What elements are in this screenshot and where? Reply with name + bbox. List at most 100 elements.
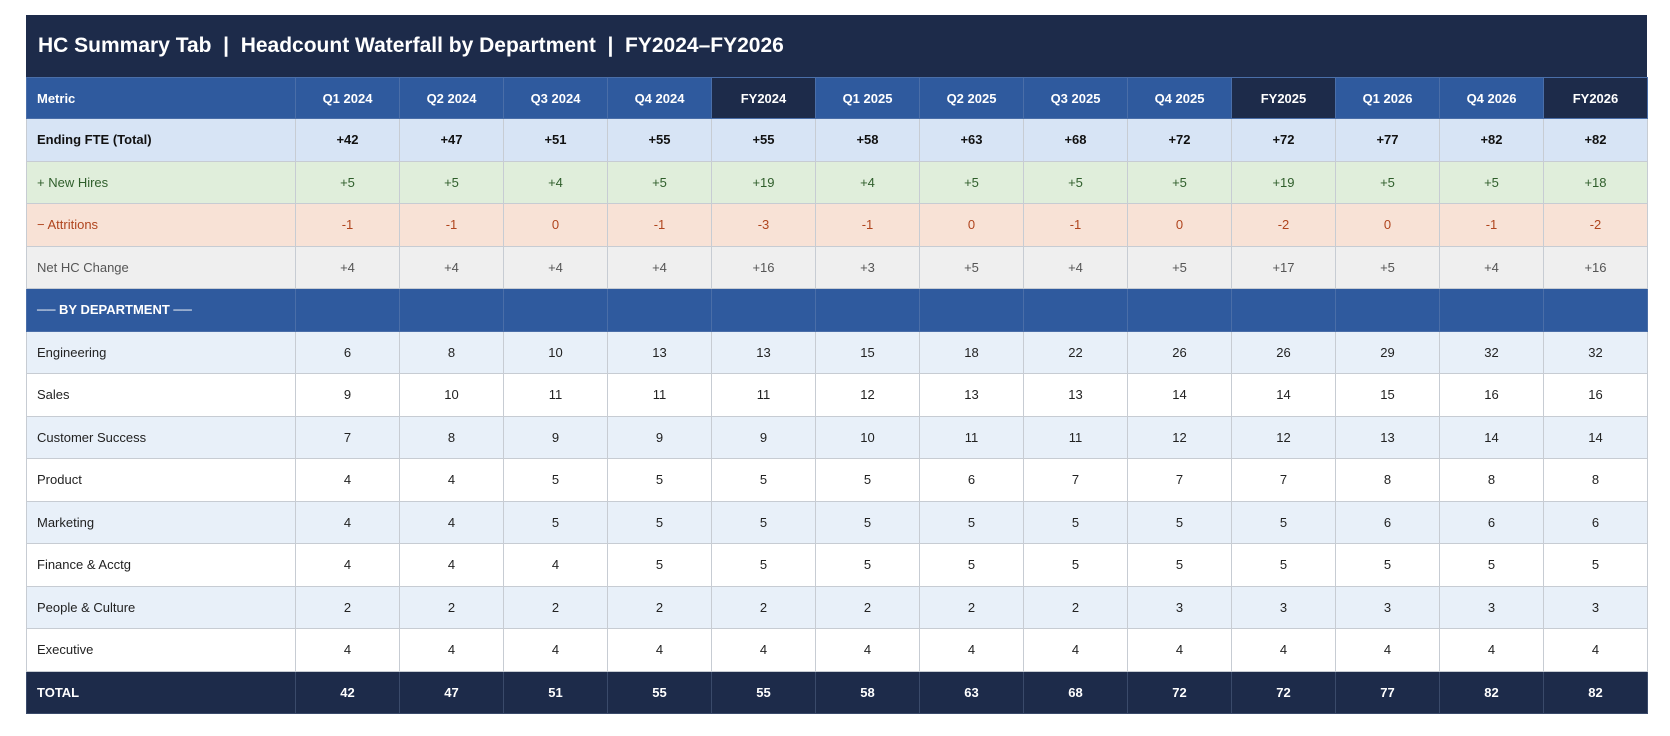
value-cell[interactable]: 4 (503, 628, 608, 672)
value-cell[interactable]: +16 (711, 245, 816, 289)
value-cell[interactable]: 2 (399, 585, 504, 629)
value-cell[interactable]: 14 (1439, 415, 1544, 459)
value-cell[interactable]: 55 (711, 670, 816, 714)
value-cell[interactable]: 0 (503, 203, 608, 247)
period-column-header[interactable]: Q3 2024 (503, 77, 608, 119)
value-cell[interactable]: +42 (295, 118, 400, 162)
value-cell[interactable]: 5 (607, 458, 712, 502)
value-cell[interactable]: 5 (815, 458, 920, 502)
value-cell[interactable]: 12 (815, 373, 920, 417)
value-cell[interactable]: 2 (607, 585, 712, 629)
value-cell[interactable]: 4 (399, 458, 504, 502)
period-column-header[interactable]: FY2024 (711, 77, 816, 119)
value-cell[interactable]: -1 (815, 203, 920, 247)
value-cell[interactable]: 7 (295, 415, 400, 459)
value-cell[interactable]: -1 (607, 203, 712, 247)
value-cell[interactable]: 9 (503, 415, 608, 459)
row-label-cell[interactable]: People & Culture (26, 585, 296, 629)
value-cell[interactable]: +5 (1335, 160, 1440, 204)
value-cell[interactable]: +58 (815, 118, 920, 162)
value-cell[interactable]: +4 (607, 245, 712, 289)
value-cell[interactable]: -1 (1439, 203, 1544, 247)
value-cell[interactable]: 7 (1127, 458, 1232, 502)
value-cell[interactable]: 4 (399, 500, 504, 544)
value-cell[interactable]: 5 (607, 500, 712, 544)
value-cell[interactable]: 32 (1439, 330, 1544, 374)
value-cell[interactable]: 5 (711, 458, 816, 502)
value-cell[interactable]: 4 (815, 628, 920, 672)
value-cell[interactable]: 18 (919, 330, 1024, 374)
value-cell[interactable]: +4 (503, 245, 608, 289)
value-cell[interactable]: 5 (815, 500, 920, 544)
value-cell[interactable]: +72 (1127, 118, 1232, 162)
value-cell[interactable]: +5 (399, 160, 504, 204)
row-label-cell[interactable]: TOTAL (26, 670, 296, 714)
value-cell[interactable]: 3 (1335, 585, 1440, 629)
value-cell[interactable]: 42 (295, 670, 400, 714)
value-cell[interactable]: +5 (295, 160, 400, 204)
value-cell[interactable]: 7 (1231, 458, 1336, 502)
value-cell[interactable]: 6 (1439, 500, 1544, 544)
row-label-cell[interactable]: Net HC Change (26, 245, 296, 289)
value-cell[interactable]: +3 (815, 245, 920, 289)
row-label-cell[interactable]: Ending FTE (Total) (26, 118, 296, 162)
value-cell[interactable]: -2 (1231, 203, 1336, 247)
value-cell[interactable]: 26 (1231, 330, 1336, 374)
value-cell[interactable]: 14 (1543, 415, 1648, 459)
value-cell[interactable]: -2 (1543, 203, 1648, 247)
row-label-cell[interactable]: Customer Success (26, 415, 296, 459)
value-cell[interactable]: 13 (919, 373, 1024, 417)
value-cell[interactable]: 63 (919, 670, 1024, 714)
value-cell[interactable]: 29 (1335, 330, 1440, 374)
value-cell[interactable]: 32 (1543, 330, 1648, 374)
period-column-header[interactable]: Q3 2025 (1023, 77, 1128, 119)
period-column-header[interactable]: Q2 2024 (399, 77, 504, 119)
value-cell[interactable]: +5 (1335, 245, 1440, 289)
period-column-header[interactable]: Q4 2024 (607, 77, 712, 119)
value-cell[interactable]: 58 (815, 670, 920, 714)
value-cell[interactable]: +18 (1543, 160, 1648, 204)
value-cell[interactable]: -3 (711, 203, 816, 247)
value-cell[interactable]: +47 (399, 118, 504, 162)
value-cell[interactable]: 13 (711, 330, 816, 374)
value-cell[interactable]: 8 (399, 330, 504, 374)
value-cell[interactable]: +5 (607, 160, 712, 204)
value-cell[interactable]: 5 (607, 543, 712, 587)
row-label-cell[interactable]: Engineering (26, 330, 296, 374)
row-label-cell[interactable]: Product (26, 458, 296, 502)
value-cell[interactable]: 4 (295, 500, 400, 544)
value-cell[interactable]: +4 (1439, 245, 1544, 289)
value-cell[interactable]: 5 (919, 543, 1024, 587)
value-cell[interactable]: -1 (1023, 203, 1128, 247)
value-cell[interactable]: +68 (1023, 118, 1128, 162)
metric-column-header[interactable]: Metric (26, 77, 296, 119)
value-cell[interactable]: 14 (1127, 373, 1232, 417)
value-cell[interactable]: 5 (503, 500, 608, 544)
value-cell[interactable]: 13 (1335, 415, 1440, 459)
value-cell[interactable]: 5 (711, 500, 816, 544)
value-cell[interactable]: 6 (1335, 500, 1440, 544)
value-cell[interactable]: 15 (1335, 373, 1440, 417)
value-cell[interactable]: 82 (1439, 670, 1544, 714)
value-cell[interactable]: 11 (1023, 415, 1128, 459)
value-cell[interactable]: 2 (919, 585, 1024, 629)
value-cell[interactable]: 11 (919, 415, 1024, 459)
value-cell[interactable]: 4 (1335, 628, 1440, 672)
value-cell[interactable]: 4 (1231, 628, 1336, 672)
value-cell[interactable]: 9 (607, 415, 712, 459)
value-cell[interactable]: 0 (919, 203, 1024, 247)
value-cell[interactable]: 6 (295, 330, 400, 374)
value-cell[interactable]: 26 (1127, 330, 1232, 374)
row-label-cell[interactable]: + New Hires (26, 160, 296, 204)
period-column-header[interactable]: Q4 2026 (1439, 77, 1544, 119)
value-cell[interactable]: +77 (1335, 118, 1440, 162)
value-cell[interactable]: +63 (919, 118, 1024, 162)
value-cell[interactable]: 5 (1335, 543, 1440, 587)
value-cell[interactable]: 3 (1127, 585, 1232, 629)
value-cell[interactable]: 4 (399, 628, 504, 672)
value-cell[interactable]: 5 (815, 543, 920, 587)
value-cell[interactable]: +17 (1231, 245, 1336, 289)
value-cell[interactable]: 5 (1023, 543, 1128, 587)
value-cell[interactable]: 6 (919, 458, 1024, 502)
value-cell[interactable]: 11 (503, 373, 608, 417)
